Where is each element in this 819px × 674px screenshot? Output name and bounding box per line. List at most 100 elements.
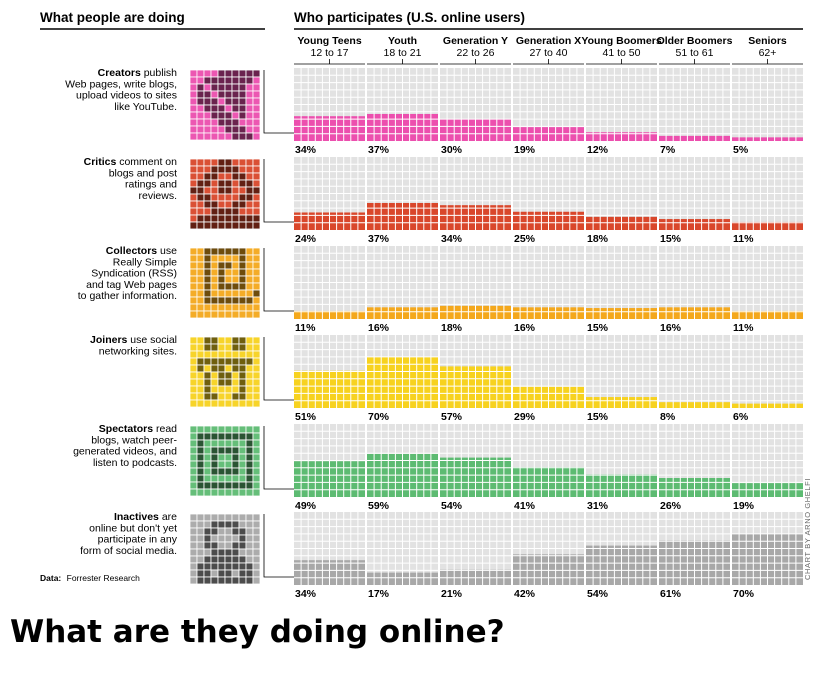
description-line: like YouTube. bbox=[114, 101, 177, 113]
critics-icon bbox=[189, 158, 261, 230]
row-critics: Critics comment on blogs and post ratings … bbox=[84, 156, 803, 245]
critics-column-6: 11% bbox=[732, 157, 803, 245]
row-description: Collectors use Really Simple Syndication (… bbox=[78, 245, 177, 302]
description-line: to gather information. bbox=[78, 290, 177, 302]
description-line: upload videos to sites bbox=[76, 90, 177, 102]
description-line: Syndication (RSS) bbox=[91, 268, 177, 280]
data-label: 37% bbox=[368, 144, 390, 156]
column-ages: 27 to 40 bbox=[530, 47, 568, 59]
left-header: What people are doing bbox=[40, 10, 185, 25]
data-label: 16% bbox=[660, 322, 682, 334]
column-header-2: Generation Y22 to 26 bbox=[440, 35, 511, 65]
row-name: Critics bbox=[84, 156, 117, 168]
data-label: 41% bbox=[514, 500, 536, 512]
column-ages: 18 to 21 bbox=[384, 47, 422, 59]
data-label: 42% bbox=[514, 588, 536, 600]
data-label: 37% bbox=[368, 233, 390, 245]
row-name: Collectors bbox=[106, 245, 158, 257]
row-description: Critics comment on blogs and post ratings … bbox=[84, 156, 178, 202]
chart-rows: Creators publish Web pages, write blogs, u… bbox=[65, 67, 803, 600]
joiners-icon bbox=[189, 336, 261, 408]
row-bracket bbox=[263, 426, 294, 490]
description-line: participate in any bbox=[98, 534, 178, 546]
column-name: Generation X bbox=[516, 35, 581, 47]
data-label: 11% bbox=[733, 233, 754, 245]
data-label: 16% bbox=[368, 322, 390, 334]
description-line: generated videos, and bbox=[73, 446, 177, 458]
description-line: blogs and post bbox=[109, 167, 177, 179]
joiners-column-1: 70% bbox=[367, 335, 438, 423]
collectors-column-2: 18% bbox=[440, 246, 511, 334]
column-ages: 41 to 50 bbox=[603, 47, 641, 59]
column-ages: 22 to 26 bbox=[457, 47, 495, 59]
data-label: 15% bbox=[587, 411, 609, 423]
joiners-column-3: 29% bbox=[513, 335, 584, 423]
right-header: Who participates (U.S. online users) bbox=[294, 10, 525, 25]
row-joiners: Joiners use social networking sites. 51% 70… bbox=[90, 334, 803, 423]
critics-column-5: 15% bbox=[659, 157, 730, 245]
row-name: Joiners bbox=[90, 334, 128, 346]
page-title: What are they doing online? bbox=[10, 614, 505, 650]
joiners-column-6: 6% bbox=[732, 335, 803, 423]
data-label: 25% bbox=[514, 233, 536, 245]
data-label: 26% bbox=[660, 500, 682, 512]
creators-column-0: 34% bbox=[294, 68, 365, 156]
data-label: 7% bbox=[660, 144, 676, 156]
critics-column-0: 24% bbox=[294, 157, 365, 245]
data-label: 15% bbox=[660, 233, 682, 245]
joiners-column-0: 51% bbox=[294, 335, 365, 423]
data-label: 19% bbox=[514, 144, 536, 156]
data-label: 34% bbox=[441, 233, 463, 245]
description-line: form of social media. bbox=[80, 545, 177, 557]
collectors-column-6: 11% bbox=[732, 246, 803, 334]
data-label: 6% bbox=[733, 411, 749, 423]
description-line: Really Simple bbox=[113, 256, 177, 268]
column-name: Young Teens bbox=[297, 35, 362, 47]
critics-column-3: 25% bbox=[513, 157, 584, 245]
row-description: Spectators read blogs, watch peer-generat… bbox=[73, 423, 177, 469]
critics-column-2: 34% bbox=[440, 157, 511, 245]
description-line: online but don't yet bbox=[89, 522, 177, 534]
row-description: Joiners use social networking sites. bbox=[90, 334, 177, 357]
data-label: 57% bbox=[441, 411, 463, 423]
critics-column-4: 18% bbox=[586, 157, 657, 245]
column-name: Seniors bbox=[748, 35, 787, 47]
creators-column-6: 5% bbox=[732, 68, 803, 156]
column-name: Older Boomers bbox=[657, 35, 733, 47]
creators-column-5: 7% bbox=[659, 68, 730, 156]
row-bracket bbox=[263, 337, 294, 401]
data-label: 49% bbox=[295, 500, 317, 512]
data-label: 70% bbox=[733, 588, 755, 600]
joiners-column-4: 15% bbox=[586, 335, 657, 423]
data-label: 34% bbox=[295, 144, 317, 156]
joiners-column-2: 57% bbox=[440, 335, 511, 423]
data-label: 15% bbox=[587, 322, 609, 334]
source-label: Data: Forrester Research bbox=[40, 573, 140, 583]
row-bracket bbox=[263, 514, 294, 578]
creators-column-4: 12% bbox=[586, 68, 657, 156]
inactives-column-6: 70% bbox=[732, 512, 803, 600]
data-label: 30% bbox=[441, 144, 463, 156]
row-bracket bbox=[263, 159, 294, 223]
spectators-column-3: 41% bbox=[513, 424, 584, 512]
collectors-column-3: 16% bbox=[513, 246, 584, 334]
data-label: 54% bbox=[441, 500, 463, 512]
spectators-column-5: 26% bbox=[659, 424, 730, 512]
description-line: listen to podcasts. bbox=[93, 457, 177, 469]
row-collectors: Collectors use Really Simple Syndication (… bbox=[78, 245, 803, 334]
data-label: 21% bbox=[441, 588, 463, 600]
data-label: 11% bbox=[733, 322, 754, 334]
source-name: Forrester Research bbox=[67, 573, 140, 583]
creators-icon bbox=[189, 69, 261, 141]
inactives-icon bbox=[189, 513, 261, 585]
data-label: 54% bbox=[587, 588, 609, 600]
data-label: 70% bbox=[368, 411, 390, 423]
row-description: Inactives are online but don't yet partici… bbox=[80, 511, 178, 557]
row-inactives: Inactives are online but don't yet partici… bbox=[80, 511, 803, 600]
